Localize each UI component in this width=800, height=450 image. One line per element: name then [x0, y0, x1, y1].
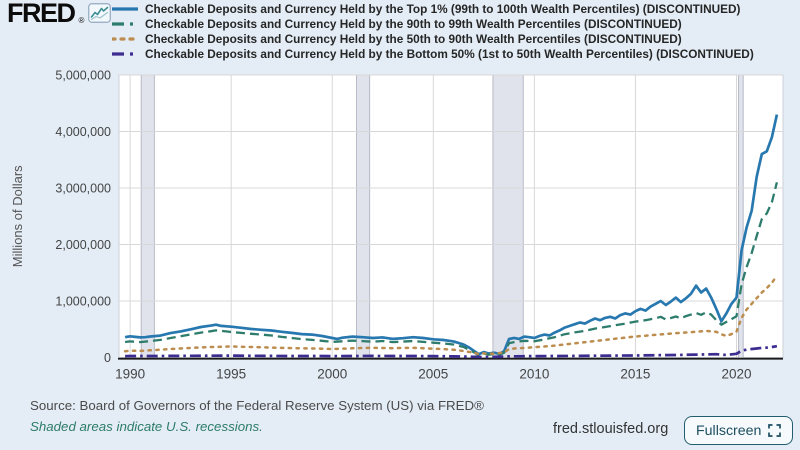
recession-band: [492, 75, 524, 358]
legend-swatch: [112, 52, 138, 56]
recession-note-link[interactable]: Shaded areas indicate U.S. recessions.: [30, 419, 263, 434]
x-tick-label: 2020: [721, 367, 751, 382]
x-tick-label: 2015: [620, 367, 650, 382]
series-line-2: [123, 274, 779, 356]
legend-swatch: [112, 6, 138, 11]
recession-band: [356, 75, 370, 358]
legend-label: Checkable Deposits and Currency Held by …: [145, 31, 682, 46]
x-tick-label: 1990: [115, 367, 145, 382]
y-tick-label: 3,000,000: [55, 182, 111, 196]
fred-logo[interactable]: FRED ®: [7, 0, 112, 28]
y-axis-title: Millions of Dollars: [10, 165, 25, 267]
legend-item: Checkable Deposits and Currency Held by …: [112, 16, 754, 31]
source-text: Source: Board of Governors of the Federa…: [30, 398, 484, 413]
series-line-0: [124, 114, 779, 356]
x-tick-label: 2000: [317, 367, 347, 382]
sparkline-icon: [88, 3, 112, 28]
fred-url-link[interactable]: fred.stlouisfed.org: [553, 421, 669, 437]
y-tick-label: 2,000,000: [55, 238, 111, 252]
registered-mark: ®: [78, 16, 85, 25]
legend-item: Checkable Deposits and Currency Held by …: [112, 1, 754, 16]
legend-label: Checkable Deposits and Currency Held by …: [145, 47, 754, 62]
x-tick-label: 2010: [519, 367, 549, 382]
y-tick-label: 0: [104, 351, 111, 365]
recession-band: [738, 75, 744, 358]
legend: Checkable Deposits and Currency Held by …: [112, 1, 754, 62]
series-line-1: [124, 182, 779, 357]
fullscreen-label: Fullscreen: [696, 422, 762, 439]
y-tick-label: 1,000,000: [55, 295, 111, 309]
fred-logo-text: FRED: [7, 0, 76, 28]
plot-area: [118, 74, 784, 358]
y-tick-label: 5,000,000: [55, 69, 111, 83]
fullscreen-icon: [768, 424, 782, 437]
legend-item: Checkable Deposits and Currency Held by …: [112, 31, 754, 46]
legend-label: Checkable Deposits and Currency Held by …: [145, 16, 682, 31]
x-tick-label: 2005: [418, 367, 448, 382]
legend-item: Checkable Deposits and Currency Held by …: [112, 47, 754, 62]
legend-swatch: [112, 37, 138, 41]
series-line-3: [125, 344, 778, 359]
recession-band: [141, 75, 155, 358]
y-tick-label: 4,000,000: [55, 125, 111, 139]
x-tick-label: 1995: [216, 367, 246, 382]
legend-label: Checkable Deposits and Currency Held by …: [145, 1, 741, 16]
legend-swatch: [112, 22, 138, 26]
fullscreen-button[interactable]: Fullscreen: [684, 416, 794, 445]
